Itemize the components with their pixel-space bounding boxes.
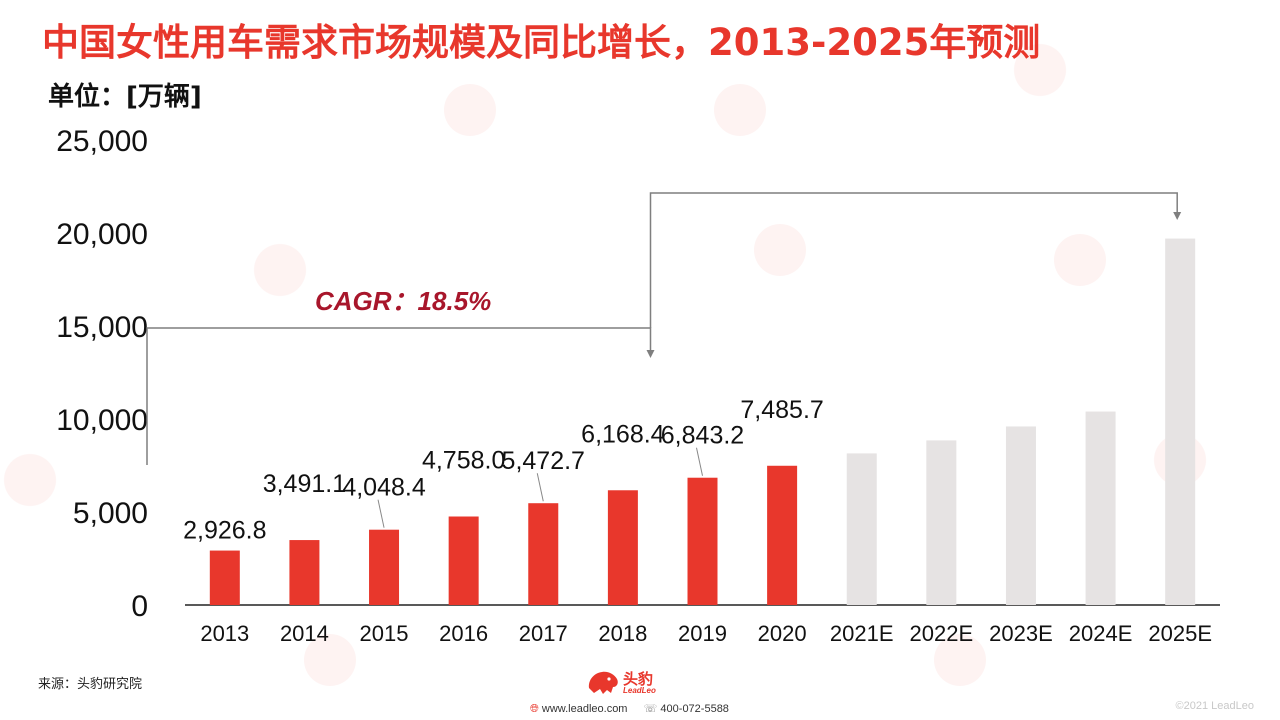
leopard-logo-icon	[588, 671, 618, 694]
website-link[interactable]: www.leadleo.com	[541, 703, 628, 715]
label-leader-line	[536, 473, 544, 502]
forecast-bracket	[649, 192, 1178, 328]
x-tick-label: 2021E	[830, 621, 894, 646]
page-title: 中国女性用车需求市场规模及同比增长，2013-2025年预测	[42, 21, 1041, 64]
actual-bar	[528, 503, 559, 605]
globe-icon: 🌐︎	[530, 703, 539, 715]
y-tick-label: 20,000	[56, 218, 148, 251]
brand-name: 头豹	[623, 670, 654, 688]
forecast-bar	[1005, 426, 1036, 605]
x-tick-label: 2025E	[1148, 621, 1212, 646]
contact-line: 🌐︎ www.leadleo.com ☏ 400-072-5588	[530, 702, 760, 716]
forecast-bar	[1085, 411, 1116, 605]
watermark	[4, 44, 1206, 686]
y-tick-label: 15,000	[56, 311, 148, 344]
chart-axes: 0 5,000 10,000 15,000 20,000 25,000	[56, 125, 1220, 623]
x-tick-label: 2020	[758, 621, 807, 646]
data-label: 4,758.0	[422, 447, 505, 475]
data-label: 3,491.1	[263, 470, 346, 498]
y-tick-label: 10,000	[56, 404, 148, 437]
actual-bar	[209, 550, 240, 605]
chart-bars	[209, 238, 1196, 605]
data-label: 6,843.2	[661, 422, 744, 450]
footer-brand: 头豹 LeadLeo 🌐︎ www.leadleo.com ☏ 400-072-…	[530, 666, 760, 716]
y-tick-label: 5,000	[73, 497, 148, 530]
x-tick-label: 2019	[678, 621, 727, 646]
x-tick-label: 2017	[519, 621, 568, 646]
cagr-bracket	[146, 327, 652, 465]
y-tick-label: 0	[131, 590, 148, 623]
label-leader-line	[377, 499, 385, 528]
y-tick-label: 25,000	[56, 125, 148, 158]
phone-icon: ☏	[643, 703, 658, 715]
chart-labels: 2013 2,926.8 2014 3,491.1 2015 4,048.4 2016 4,7…	[183, 396, 1212, 646]
x-tick-label: 2013	[200, 621, 249, 646]
actual-bar	[448, 516, 479, 605]
x-tick-label: 2022E	[910, 621, 974, 646]
source-note: 来源：头豹研究院	[38, 677, 143, 692]
actual-bar	[767, 465, 798, 605]
actual-bar	[289, 540, 320, 605]
label-leader-line	[696, 447, 703, 476]
chart-annotations: CAGR：18.5%	[146, 192, 1182, 465]
x-tick-label: 2023E	[989, 621, 1053, 646]
phone-number: 400-072-5588	[660, 703, 729, 715]
data-label: 7,485.7	[740, 396, 823, 424]
forecast-bar	[926, 440, 957, 605]
data-label: 4,048.4	[342, 474, 426, 502]
forecast-bar	[846, 453, 877, 605]
data-label: 6,168.4	[581, 420, 665, 448]
actual-bar	[369, 529, 400, 605]
cagr-arrow-head	[646, 350, 655, 358]
unit-label: 单位：[万辆]	[48, 82, 202, 112]
x-tick-label: 2018	[598, 621, 647, 646]
actual-bar	[687, 477, 718, 605]
cagr-label: CAGR：18.5%	[315, 286, 491, 316]
x-tick-label: 2024E	[1069, 621, 1133, 646]
forecast-bar	[1165, 238, 1196, 605]
copyright: ©2021 LeadLeo	[1175, 700, 1254, 712]
x-tick-label: 2016	[439, 621, 488, 646]
brand-sub: LeadLeo	[623, 686, 656, 695]
x-tick-label: 2015	[360, 621, 409, 646]
forecast-arrow-head	[1173, 212, 1182, 220]
data-label: 2,926.8	[183, 517, 266, 545]
actual-bar	[607, 490, 638, 605]
data-label: 5,472.7	[502, 447, 585, 475]
x-tick-label: 2014	[280, 621, 329, 646]
